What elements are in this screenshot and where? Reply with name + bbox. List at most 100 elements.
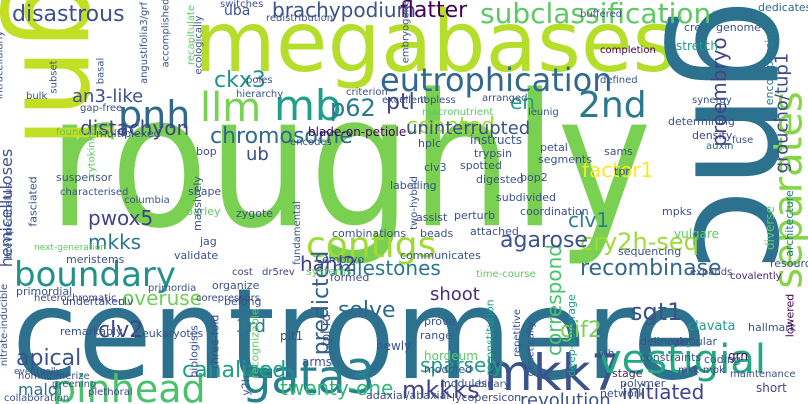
word-stage: stage bbox=[612, 367, 643, 380]
word-corepressors: corepressors bbox=[196, 293, 260, 304]
word-clv: clv bbox=[118, 295, 134, 308]
word-digested: digested bbox=[476, 173, 524, 186]
word-hordeum: hordeum bbox=[424, 349, 478, 363]
word-primordia: primordia bbox=[148, 283, 197, 294]
word-mkk7: mkk7 bbox=[484, 344, 623, 402]
word-pwox5: pwox5 bbox=[88, 206, 154, 230]
word-genetically: genetically bbox=[525, 321, 537, 377]
word-adaxial-abaxial: adaxial/abaxial bbox=[366, 389, 450, 402]
word-chromosome: chromosome bbox=[210, 124, 353, 149]
word-disastrous: disastrous bbox=[12, 2, 125, 27]
word-uba: uba bbox=[224, 3, 251, 19]
word-density: density bbox=[692, 129, 733, 142]
word-heterochromatic: heterochromatic bbox=[34, 293, 117, 304]
word-criterion: criterion bbox=[346, 87, 388, 98]
word-an3-like: an3-like bbox=[72, 86, 144, 107]
word-3rd: 3rd bbox=[236, 316, 266, 337]
word-fuse: fuse bbox=[732, 135, 754, 146]
word-clv1: clv1 bbox=[568, 208, 610, 232]
word-formed: formed bbox=[330, 271, 370, 284]
word-petal: petal bbox=[540, 141, 568, 154]
word-architecture: architecture bbox=[782, 190, 796, 257]
word-characterised: characterised bbox=[60, 187, 129, 198]
word-subdivided: subdivided bbox=[496, 191, 557, 204]
word-brevipedicellus: brevipedicellus bbox=[3, 183, 15, 259]
word-communicates: communicates bbox=[400, 249, 481, 262]
word-stretch: stretch bbox=[676, 39, 718, 53]
word-coding: coding bbox=[704, 353, 741, 366]
word-genome: genome bbox=[716, 21, 761, 34]
word-network: network bbox=[600, 387, 645, 400]
word-roughly: roughly bbox=[48, 53, 652, 269]
word-subset: subset bbox=[48, 60, 60, 94]
word-zygote: zygote bbox=[236, 207, 274, 220]
word-mpks: mpks bbox=[662, 205, 692, 218]
word-short: short bbox=[756, 381, 787, 395]
word-cre: cre bbox=[684, 21, 702, 34]
word-initiated: initiated bbox=[622, 380, 705, 404]
word-coordination: coordination bbox=[520, 205, 589, 218]
word-prove: prove bbox=[424, 315, 456, 328]
word-cytokinin: cytokinin bbox=[86, 132, 98, 178]
word-hanl2: hanl2 bbox=[300, 252, 356, 276]
word-bop: bop bbox=[196, 145, 217, 158]
word-completion: completion bbox=[600, 45, 656, 56]
word-three-fold: three-fold bbox=[208, 314, 222, 369]
word-solve: solve bbox=[338, 298, 396, 323]
word-clv2: clv2 bbox=[98, 318, 144, 343]
word-gap-free: gap-free bbox=[80, 103, 123, 114]
word-topless: topless bbox=[420, 95, 456, 106]
word-constraints: constraints bbox=[640, 351, 702, 364]
word-plt1: plt1 bbox=[280, 329, 304, 343]
word-vulgare: vulgare bbox=[674, 227, 720, 241]
word-sparsely: sparsely bbox=[420, 353, 504, 377]
word-excellent: excellent bbox=[382, 95, 428, 106]
word-defined: defined bbox=[600, 75, 638, 86]
word-distachyon: distachyon bbox=[80, 116, 190, 140]
word-embryogenesis: embryogenesis bbox=[400, 0, 412, 64]
word-shape: shape bbox=[188, 185, 222, 198]
word-validate: validate bbox=[174, 249, 219, 262]
word-maintenance: maintenance bbox=[730, 369, 796, 380]
word-arms: arms bbox=[302, 355, 333, 369]
word-recognizable: recognizable bbox=[248, 308, 262, 379]
word-buffered: buffered bbox=[580, 9, 623, 20]
word-hplc: hplc bbox=[418, 137, 442, 150]
word-expands: expands bbox=[690, 267, 733, 278]
word-clv3: clv3 bbox=[424, 161, 447, 174]
word-attached: attached bbox=[470, 225, 519, 238]
word-meristems: meristems bbox=[66, 253, 125, 266]
word-subclassification: subclassification bbox=[480, 0, 712, 30]
word-recapitulate: recapitulate bbox=[186, 4, 198, 66]
word-suspensor: suspensor bbox=[56, 171, 113, 184]
word-nitrate-inducible: nitrate-inducible bbox=[0, 283, 11, 367]
word-boundary: boundary bbox=[14, 255, 176, 295]
word-lycopersicon: lycopersicon bbox=[452, 391, 522, 404]
word-dr5rev: dr5rev bbox=[262, 267, 295, 278]
word-canalized: canalized bbox=[182, 358, 287, 383]
word-eukaryotes: eukaryotes bbox=[142, 327, 204, 340]
word-modified: modified bbox=[424, 363, 473, 376]
word-ptl: ptl bbox=[386, 90, 415, 115]
word-termini: termini bbox=[712, 9, 752, 22]
word-greening: greening bbox=[52, 379, 97, 390]
word-jag: jag bbox=[200, 235, 217, 248]
word-determining: determining bbox=[668, 115, 735, 128]
word-mkk-mpk: mkk-mpk bbox=[678, 365, 725, 376]
word-two-hybrid: two-hybrid bbox=[408, 176, 420, 230]
word-contigs: contigs bbox=[306, 225, 437, 266]
word-vestigial: vestigial bbox=[598, 337, 767, 383]
word-grn: grn bbox=[728, 349, 748, 363]
word-barley: barley bbox=[186, 205, 221, 218]
word-tpr: tpr bbox=[614, 165, 630, 178]
word-milestones: milestones bbox=[332, 256, 441, 280]
word-en: en bbox=[510, 90, 535, 114]
word-range: range bbox=[420, 329, 452, 342]
word-modules: modules bbox=[440, 377, 487, 390]
word-binary: binary bbox=[478, 379, 510, 390]
word-polymer: polymer bbox=[620, 377, 666, 390]
word-bulk: bulk bbox=[26, 91, 48, 102]
word-factor1: factor1 bbox=[582, 158, 654, 182]
word-plethoral: plethoral bbox=[88, 387, 133, 398]
